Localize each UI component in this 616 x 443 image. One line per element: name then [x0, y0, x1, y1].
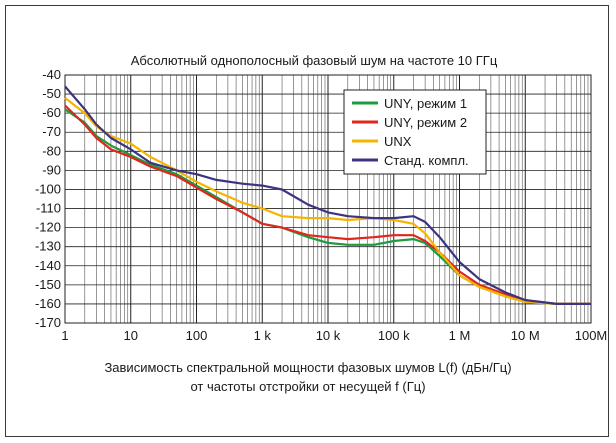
y-tick-label: -150: [35, 277, 61, 292]
y-tick-label: -140: [35, 258, 61, 273]
y-tick-label: -50: [42, 86, 61, 101]
x-axis-label-line1: Зависимость спектральной мощности фазовы…: [104, 360, 511, 375]
y-tick-label: -100: [35, 181, 61, 196]
x-tick-label: 10 M: [511, 328, 540, 343]
x-axis-ticks: 1 10 100 1 k 10 k 100 k 1 M 10 M 100M: [61, 328, 607, 343]
legend-label: UNY, режим 2: [384, 115, 467, 130]
chart-frame: Абсолютный однополосный фазовый шум на ч…: [5, 5, 609, 437]
plot-border: [64, 74, 592, 324]
y-tick-label: -130: [35, 239, 61, 254]
y-tick-label: -70: [42, 124, 61, 139]
x-tick-label: 100M: [575, 328, 608, 343]
x-tick-label: 100 k: [378, 328, 410, 343]
y-tick-label: -40: [42, 67, 61, 82]
phase-noise-chart: Абсолютный однополосный фазовый шум на ч…: [35, 53, 607, 394]
y-tick-label: -90: [42, 162, 61, 177]
y-tick-label: -170: [35, 315, 61, 330]
series-lines: [64, 85, 591, 305]
x-tick-label: 10: [124, 328, 138, 343]
x-tick-label: 1 k: [254, 328, 272, 343]
x-tick-label: 1 M: [449, 328, 471, 343]
legend: UNY, режим 1 UNY, режим 2 UNX Станд. компл.: [343, 89, 487, 175]
legend-label: UNY, режим 1: [384, 96, 467, 111]
y-tick-label: -80: [42, 143, 61, 158]
y-tick-label: -160: [35, 296, 61, 311]
y-tick-label: -120: [35, 220, 61, 235]
grid: [64, 74, 591, 324]
y-tick-label: -110: [36, 201, 61, 216]
series-line: [64, 85, 591, 305]
series-line: [64, 104, 591, 305]
series-line: [64, 97, 591, 305]
legend-label: UNX: [384, 134, 412, 149]
y-tick-label: -60: [42, 105, 61, 120]
x-tick-label: 100: [186, 328, 208, 343]
legend-label: Станд. компл.: [384, 153, 469, 168]
chart-title: Абсолютный однополосный фазовый шум на ч…: [131, 53, 498, 68]
x-tick-label: 10 k: [316, 328, 341, 343]
x-tick-label: 1: [61, 328, 68, 343]
x-axis-label-line2: от частоты отстройки от несущей f (Гц): [190, 379, 425, 394]
y-axis-ticks: -40 -50 -60 -70 -80 -90 -100 -110 -120 -130 -140 -1…: [35, 67, 61, 330]
